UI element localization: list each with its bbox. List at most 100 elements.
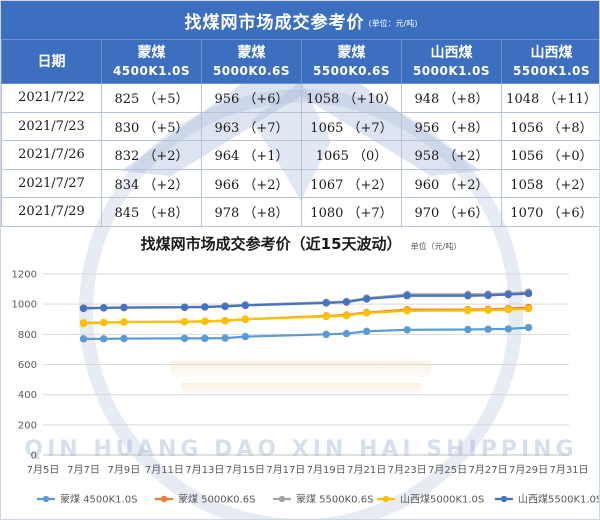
table-header-row: 日期 蒙煤 4500K1.0S 蒙煤 5000K0.6S 蒙煤 5500K0.6S 山… (1, 39, 599, 84)
date-cell: 2021/7/23 (1, 111, 102, 141)
data-point (484, 325, 492, 333)
table-row: 2021/7/23 830 （+5） 963 （+7） 1065 （+7） 95… (1, 111, 599, 141)
data-point (322, 299, 330, 307)
data-point (484, 306, 492, 314)
data-point (201, 303, 209, 311)
data-point (120, 318, 128, 326)
data-point (120, 303, 128, 312)
x-tick-label: 7月11日 (145, 464, 184, 476)
chart-title-block: 找煤网市场成交参考价（近15天波动） 单位（元/吨） (1, 233, 599, 254)
legend-marker (278, 495, 286, 503)
data-point (180, 334, 189, 343)
data-point (403, 292, 411, 300)
data-point (99, 318, 108, 327)
chart-title: 找煤网市场成交参考价（近15天波动） (140, 235, 402, 253)
table-row: 2021/7/27 834 （+2） 966 （+2） 1067 （+2） 96… (1, 168, 599, 198)
price-cell: 830 （+5） (101, 111, 202, 141)
series-line (83, 291, 529, 310)
data-point (221, 302, 229, 311)
price-cell: 1080 （+7） (301, 197, 402, 227)
x-tick-label: 7月5日 (27, 464, 60, 476)
data-point (180, 317, 189, 326)
date-cell: 2021/7/22 (1, 83, 102, 113)
data-point (524, 304, 533, 313)
price-cell: 1058 （+10） (301, 83, 402, 113)
table-row: 2021/7/26 832 （+2） 964 （+1） 1065 （0） 958… (1, 140, 599, 170)
x-tick-label: 7月29日 (509, 464, 548, 476)
x-tick-label: 7月17日 (266, 464, 305, 476)
x-tick-label: 7月23日 (388, 464, 427, 476)
legend-marker (500, 495, 508, 503)
data-point (99, 304, 108, 312)
price-cell: 948 （+8） (401, 83, 502, 113)
data-point (241, 301, 250, 310)
data-point (504, 325, 513, 333)
data-point (221, 317, 229, 325)
data-point (524, 289, 533, 298)
series-line (83, 326, 529, 340)
col-header-date: 日期 (1, 39, 102, 84)
price-cell: 825 （+5） (101, 83, 202, 113)
col-header: 山西煤 5500K1.0S (501, 39, 599, 84)
legend-label: 蒙煤 4500K1.0S (60, 493, 137, 506)
x-tick-label: 7月13日 (185, 464, 224, 476)
data-point (362, 295, 371, 303)
price-cell: 845 （+8） (101, 197, 202, 227)
price-cell: 1058 （+2） (501, 168, 599, 198)
data-point (241, 332, 250, 341)
table-title-bar: 找煤网市场成交参考价 (单位：元/吨) (1, 1, 599, 39)
price-cell: 1056 （+0） (501, 140, 599, 170)
data-point (403, 326, 411, 334)
y-tick-label: 400 (18, 390, 37, 401)
legend-marker (42, 495, 50, 503)
data-point (342, 329, 351, 338)
table-row: 2021/7/22 825 （+5） 956 （+6） 1058 （+10） 9… (1, 83, 599, 113)
col-header: 山西煤 5000K1.0S (401, 39, 502, 84)
price-table: 日期 蒙煤 4500K1.0S 蒙煤 5000K0.6S 蒙煤 5500K0.6S 山… (1, 39, 599, 227)
price-cell: 1048 （+11） (501, 83, 599, 113)
price-cell: 964 （+1） (201, 140, 302, 170)
y-tick-label: 1200 (12, 270, 37, 281)
data-point (342, 311, 351, 320)
x-tick-label: 7月9日 (108, 464, 141, 476)
x-tick-label: 7月19日 (307, 464, 346, 476)
price-cell: 1070 （+6） (501, 197, 599, 227)
price-cell: 956 （+8） (401, 111, 502, 141)
data-point (504, 290, 513, 299)
data-point (99, 335, 108, 343)
x-tick-label: 7月31日 (549, 464, 588, 476)
price-cell: 1056 （+8） (501, 111, 599, 141)
data-point (79, 304, 88, 313)
table-row: 2021/7/29 845 （+8） 978 （+8） 1080 （+7） 97… (1, 197, 599, 227)
data-point (322, 330, 330, 339)
unit-note: (单位：元/吨) (368, 18, 418, 28)
data-point (504, 305, 513, 314)
y-tick-label: 200 (18, 420, 37, 431)
legend-label: 蒙煤 5000K0.6S (178, 493, 255, 506)
price-cell: 966 （+2） (201, 168, 302, 198)
col-header: 蒙煤 5000K0.6S (201, 39, 302, 84)
y-tick-label: 0 (31, 451, 37, 462)
x-tick-label: 7月15日 (226, 464, 265, 476)
y-tick-label: 1000 (12, 300, 37, 311)
data-point (201, 317, 209, 326)
data-point (120, 334, 128, 343)
x-tick-label: 7月21日 (347, 464, 386, 476)
legend-label: 山西煤5500K1.0S (518, 493, 600, 506)
col-header: 蒙煤 4500K1.0S (101, 39, 202, 84)
data-point (180, 303, 189, 312)
price-cell: 834 （+2） (101, 168, 202, 198)
legend-label: 蒙煤 5500K0.6S (296, 493, 373, 506)
data-point (403, 307, 411, 315)
legend-marker (382, 495, 390, 503)
data-point (241, 315, 250, 323)
price-cell: 1067 （+2） (301, 168, 402, 198)
date-cell: 2021/7/29 (1, 197, 102, 227)
data-point (464, 306, 472, 315)
x-tick-label: 7月27日 (469, 464, 508, 476)
data-point (524, 323, 533, 332)
page-title: 找煤网市场成交参考价 (184, 12, 365, 33)
price-cell: 978 （+8） (201, 197, 302, 227)
